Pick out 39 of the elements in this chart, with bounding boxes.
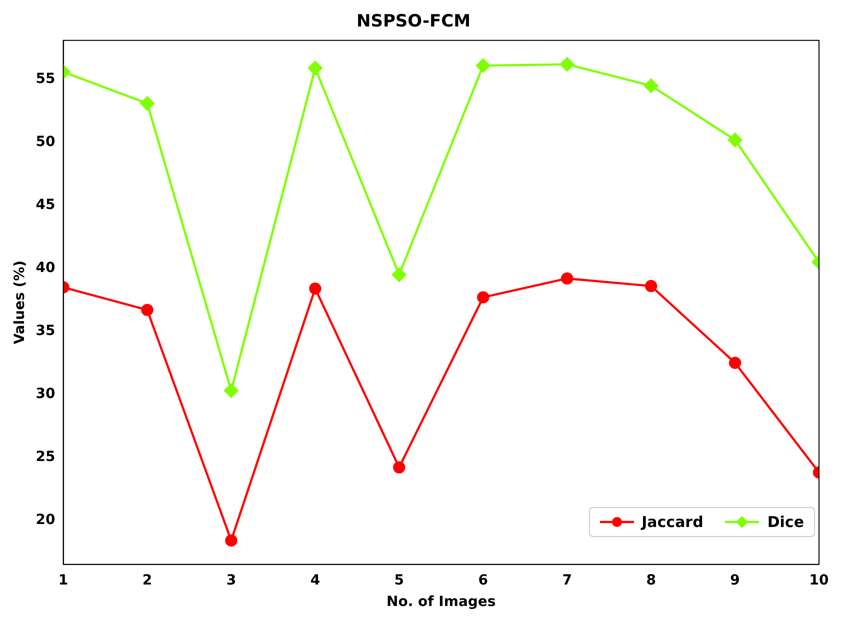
y-tick-label: 20 bbox=[36, 512, 56, 528]
point bbox=[644, 280, 658, 292]
chart-title: NSPSO-FCM bbox=[356, 12, 471, 32]
y-tick-label: 40 bbox=[36, 260, 56, 276]
point bbox=[392, 268, 406, 282]
point bbox=[225, 534, 238, 547]
x-tick-label: 9 bbox=[730, 572, 740, 588]
x-tick-label: 5 bbox=[394, 572, 404, 588]
x-tick-label: 4 bbox=[310, 572, 320, 588]
x-tick-label: 10 bbox=[809, 572, 829, 588]
point bbox=[560, 57, 574, 72]
y-tick-label: 25 bbox=[36, 448, 56, 465]
y-tick-label: 35 bbox=[36, 323, 56, 340]
point bbox=[308, 61, 322, 76]
point bbox=[141, 304, 154, 316]
x-tick-label: 1 bbox=[58, 572, 68, 588]
x-tick-label: 7 bbox=[562, 572, 572, 588]
y-tick-label: 55 bbox=[36, 71, 56, 88]
point bbox=[644, 78, 658, 93]
point bbox=[728, 356, 742, 369]
y-tick-label: 45 bbox=[36, 197, 56, 214]
x-axis-title: No. of Images bbox=[386, 594, 496, 610]
y-tick-label: 30 bbox=[36, 386, 56, 402]
point bbox=[477, 291, 490, 304]
legend-label: Jaccard bbox=[642, 513, 704, 531]
x-tick-label: 2 bbox=[142, 572, 152, 588]
y-tick-label: 50 bbox=[36, 134, 56, 150]
x-tick-label: 3 bbox=[226, 572, 236, 588]
point bbox=[309, 282, 322, 295]
y-axis-title: Values (%) bbox=[12, 260, 28, 344]
x-tick-label: 8 bbox=[646, 572, 656, 588]
point bbox=[560, 272, 574, 285]
legend-label: Dice bbox=[767, 513, 804, 531]
point bbox=[476, 58, 490, 73]
x-tick-label: 6 bbox=[478, 572, 488, 588]
point bbox=[728, 132, 742, 148]
point bbox=[224, 383, 238, 398]
point bbox=[140, 96, 154, 110]
point bbox=[393, 461, 406, 474]
